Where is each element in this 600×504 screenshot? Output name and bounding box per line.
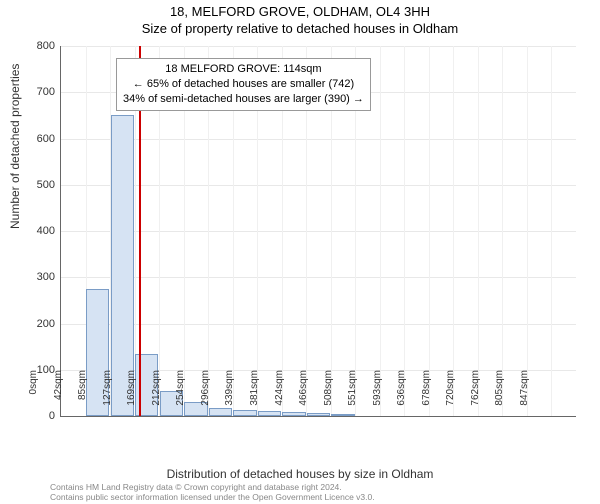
x-tick-label: 593sqm [372,370,383,420]
x-tick-label: 720sqm [445,370,456,420]
x-tick-label: 339sqm [224,370,235,420]
x-axis-label: Distribution of detached houses by size … [0,467,600,481]
x-tick-label: 762sqm [470,370,481,420]
annotation-box: 18 MELFORD GROVE: 114sqm← 65% of detache… [116,58,371,111]
gridline-v [527,46,528,416]
gridline-v [404,46,405,416]
footer-line1: Contains HM Land Registry data © Crown c… [50,482,375,492]
x-tick-label: 466sqm [298,370,309,420]
x-tick-label: 42sqm [53,370,64,420]
x-tick-label: 212sqm [151,370,162,420]
annotation-line: ← 65% of detached houses are smaller (74… [123,77,364,92]
x-tick-label: 678sqm [421,370,432,420]
x-tick-label: 381sqm [249,370,260,420]
gridline-v [453,46,454,416]
x-tick-label: 805sqm [494,370,505,420]
title-address: 18, MELFORD GROVE, OLDHAM, OL4 3HH [0,4,600,19]
annotation-line: 34% of semi-detached houses are larger (… [123,92,364,107]
x-tick-label: 551sqm [347,370,358,420]
y-tick-label: 500 [25,179,55,191]
x-tick-label: 636sqm [396,370,407,420]
title-subtitle: Size of property relative to detached ho… [0,21,600,36]
y-tick-label: 600 [25,133,55,145]
y-tick-label: 400 [25,225,55,237]
gridline-v [551,46,552,416]
x-tick-label: 424sqm [274,370,285,420]
y-axis-label: Number of detached properties [8,64,22,229]
plot-region: 18 MELFORD GROVE: 114sqm← 65% of detache… [60,46,576,417]
footer-line2: Contains public sector information licen… [50,492,375,502]
gridline-v [429,46,430,416]
gridline-v [502,46,503,416]
gridline-v [478,46,479,416]
x-tick-label: 169sqm [126,370,137,420]
x-tick-label: 847sqm [519,370,530,420]
x-tick-label: 254sqm [175,370,186,420]
annotation-line: 18 MELFORD GROVE: 114sqm [123,62,364,77]
x-tick-label: 296sqm [200,370,211,420]
chart-area: 18 MELFORD GROVE: 114sqm← 65% of detache… [60,46,575,416]
x-tick-label: 127sqm [102,370,113,420]
y-tick-label: 200 [25,318,55,330]
x-tick-label: 0sqm [28,370,39,420]
x-tick-label: 508sqm [323,370,334,420]
y-tick-label: 700 [25,86,55,98]
footer-attribution: Contains HM Land Registry data © Crown c… [50,482,375,502]
y-tick-label: 300 [25,271,55,283]
y-tick-label: 800 [25,40,55,52]
x-tick-label: 85sqm [77,370,88,420]
gridline-v [380,46,381,416]
